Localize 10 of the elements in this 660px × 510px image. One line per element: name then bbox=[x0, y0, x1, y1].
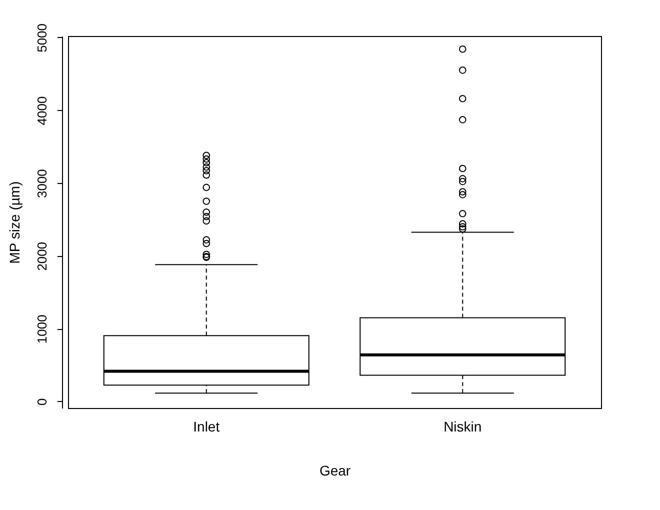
y-axis-title: MP size (µm) bbox=[6, 181, 22, 264]
y-tick-label: 4000 bbox=[34, 96, 50, 126]
y-tick-label: 0 bbox=[34, 398, 50, 406]
y-tick-label: 5000 bbox=[34, 23, 50, 52]
x-tick-label: Inlet bbox=[193, 418, 220, 434]
y-tick-label: 1000 bbox=[34, 314, 50, 344]
y-tick-label: 2000 bbox=[34, 242, 50, 271]
x-tick-label: Niskin bbox=[444, 418, 482, 434]
x-axis-title: Gear bbox=[319, 462, 351, 478]
y-tick-label: 3000 bbox=[34, 169, 50, 198]
